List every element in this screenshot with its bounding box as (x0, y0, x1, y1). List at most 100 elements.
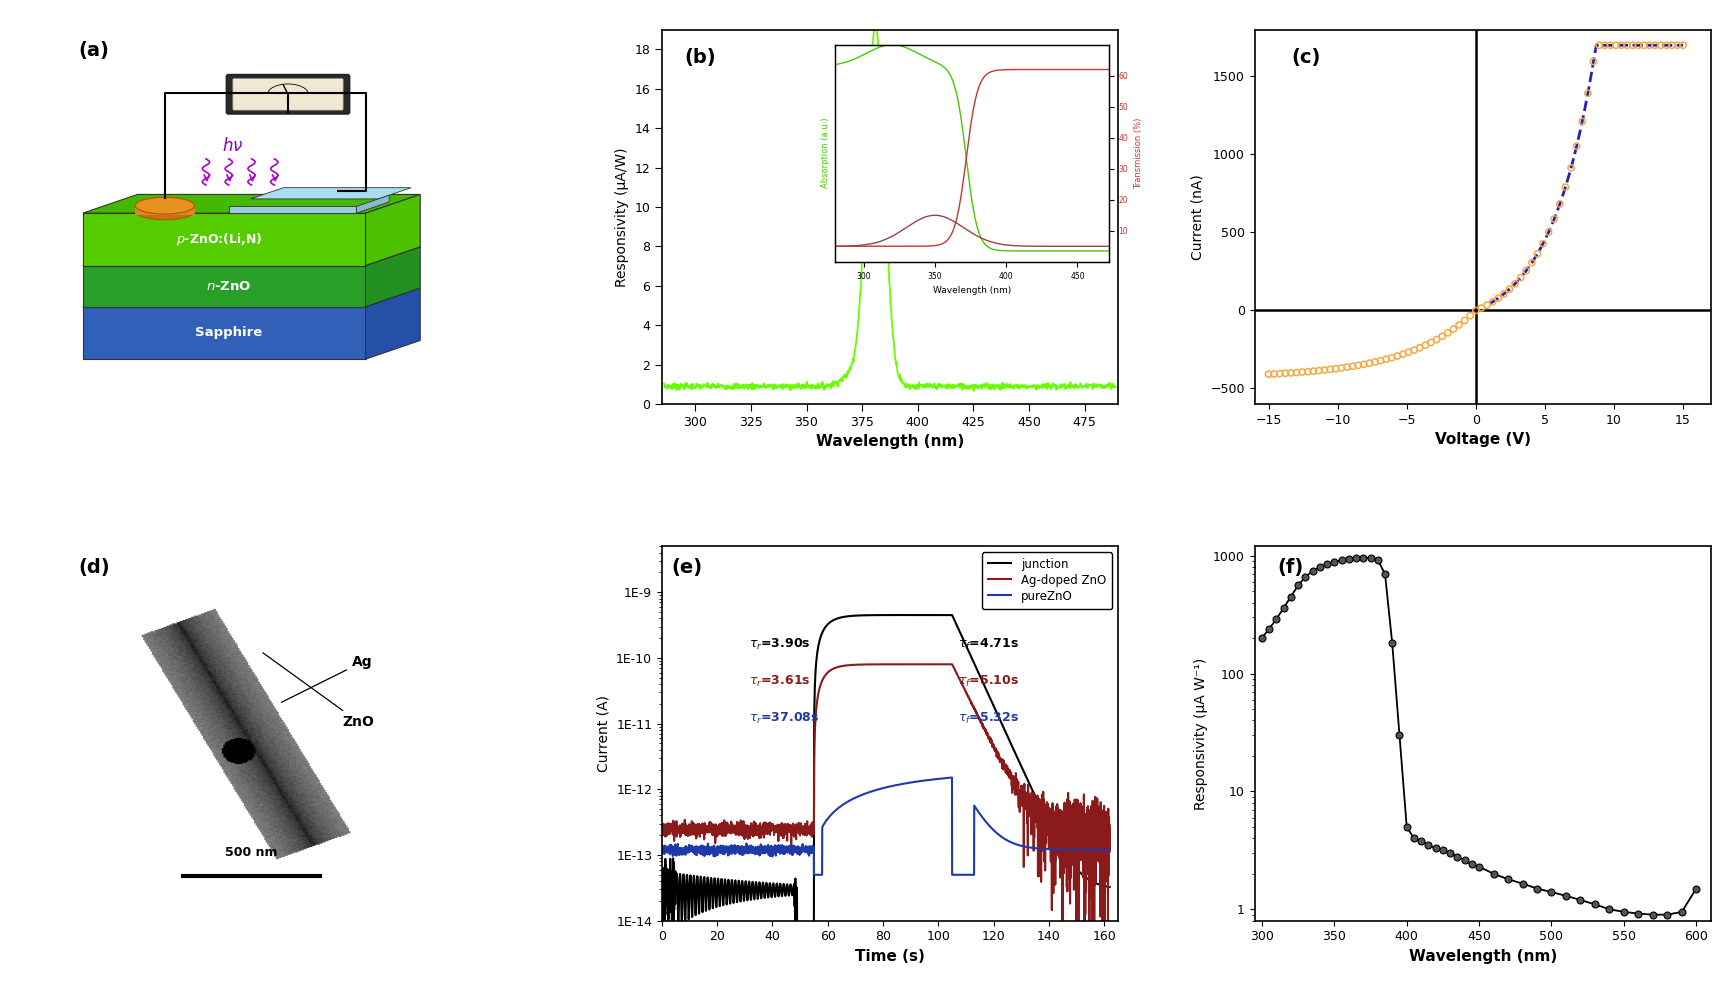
junction (843, 610, 864, 622)
Point (1350, 356, 1377, 372)
Y-axis label: Responsivity (μA W⁻¹): Responsivity (μA W⁻¹) (1194, 657, 1208, 810)
Point (1507, 269, 1534, 285)
X-axis label: Wavelength (nm): Wavelength (nm) (816, 435, 964, 449)
Line: junction: junction (662, 615, 1109, 990)
Polygon shape (83, 194, 420, 213)
Text: $\tau_r$=3.61s: $\tau_r$=3.61s (748, 674, 810, 689)
Point (1614, 38, 1642, 53)
Point (1294, 363, 1322, 379)
Point (1585, 38, 1612, 53)
junction (942, 609, 962, 621)
Text: $\tau_f$=5.10s: $\tau_f$=5.10s (959, 674, 1020, 689)
Text: (b): (b) (684, 49, 717, 67)
Point (1289, 364, 1317, 380)
Polygon shape (251, 188, 411, 199)
pureZnO (729, 847, 750, 859)
Legend: junction, Ag-doped ZnO, pureZnO: junction, Ag-doped ZnO, pureZnO (982, 552, 1113, 609)
Polygon shape (228, 206, 356, 213)
Y-axis label: Responsivity (μA/W): Responsivity (μA/W) (615, 148, 629, 287)
Text: Sapphire: Sapphire (195, 327, 263, 340)
Point (1457, 308, 1484, 324)
pureZnO (843, 793, 864, 805)
Text: $\tau_f$=4.71s: $\tau_f$=4.71s (959, 637, 1020, 651)
Point (1260, 366, 1287, 382)
Polygon shape (135, 206, 195, 215)
Point (1452, 313, 1479, 329)
FancyBboxPatch shape (233, 78, 344, 110)
Point (1557, 160, 1585, 176)
Point (1597, 38, 1624, 53)
Text: Ag: Ag (282, 655, 373, 702)
Ellipse shape (135, 197, 195, 214)
Y-axis label: Current (nA): Current (nA) (1191, 174, 1204, 259)
Point (1652, 38, 1680, 53)
pureZnO (1090, 843, 1111, 855)
Point (1272, 365, 1299, 381)
Point (1517, 254, 1545, 270)
Text: $\tau_r$=37.08s: $\tau_r$=37.08s (748, 711, 819, 727)
Text: 500 nm: 500 nm (225, 845, 278, 859)
Polygon shape (366, 194, 420, 265)
Point (1484, 290, 1512, 306)
Ag-doped ZnO (843, 659, 864, 671)
junction (823, 614, 843, 626)
Ag-doped ZnO (1092, 961, 1113, 973)
Point (1422, 332, 1450, 347)
Y-axis label: Transmission (%): Transmission (%) (1134, 118, 1142, 189)
Point (1540, 211, 1567, 227)
Point (1429, 329, 1457, 345)
Ag-doped ZnO (729, 825, 750, 837)
pureZnO (1042, 843, 1063, 855)
Point (1529, 236, 1557, 251)
Text: (c): (c) (1291, 49, 1320, 67)
Text: (f): (f) (1277, 557, 1303, 576)
Point (1490, 286, 1517, 302)
pureZnO (804, 869, 824, 881)
Point (1384, 348, 1412, 364)
pureZnO (1099, 843, 1120, 855)
Polygon shape (366, 247, 420, 307)
junction (703, 902, 724, 914)
Point (1299, 363, 1327, 379)
Point (1367, 352, 1394, 368)
pureZnO (823, 806, 843, 818)
Point (1496, 281, 1524, 297)
Point (1417, 335, 1445, 350)
pureZnO (651, 844, 672, 856)
Point (1462, 303, 1490, 319)
Point (1445, 317, 1472, 333)
Point (1619, 38, 1647, 53)
Ag-doped ZnO (1042, 821, 1063, 833)
Text: (a): (a) (78, 41, 109, 60)
Point (1552, 179, 1579, 195)
Polygon shape (83, 288, 420, 307)
Ag-doped ZnO (703, 820, 724, 832)
Point (1377, 349, 1405, 365)
Point (1332, 359, 1360, 375)
junction (1090, 879, 1111, 891)
Text: ZnO: ZnO (263, 652, 375, 729)
Point (1407, 340, 1434, 355)
Point (1479, 294, 1507, 310)
Text: $h\nu$: $h\nu$ (221, 138, 244, 155)
Point (1579, 53, 1607, 69)
Text: (e): (e) (670, 557, 702, 576)
Point (1630, 38, 1657, 53)
Point (1312, 362, 1339, 378)
Point (1562, 139, 1590, 154)
Ag-doped ZnO (823, 662, 843, 674)
Point (1389, 346, 1417, 362)
Point (1362, 354, 1389, 370)
Point (1647, 38, 1674, 53)
Point (1636, 38, 1664, 53)
Point (1642, 38, 1669, 53)
Ag-doped ZnO (1090, 820, 1111, 832)
Point (1602, 38, 1630, 53)
Point (1534, 224, 1562, 240)
Ag-doped ZnO (942, 658, 962, 670)
Point (1524, 246, 1552, 261)
X-axis label: Voltage (V): Voltage (V) (1434, 433, 1531, 447)
Ag-doped ZnO (651, 823, 672, 835)
Line: Ag-doped ZnO: Ag-doped ZnO (662, 664, 1109, 967)
Point (1512, 262, 1540, 278)
